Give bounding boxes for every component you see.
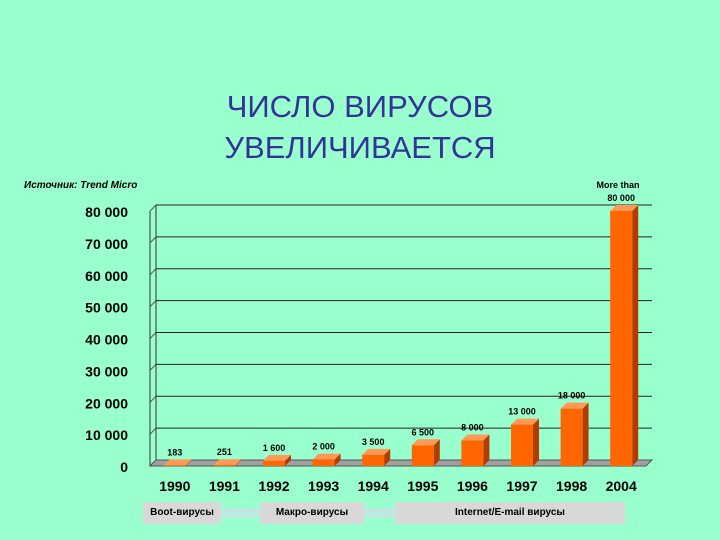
bar-top	[213, 459, 242, 466]
gridline-depth	[149, 332, 157, 339]
x-tick-label: 1997	[506, 478, 537, 494]
y-tick-label: 80 000	[85, 204, 128, 220]
bar	[312, 459, 335, 466]
bar	[163, 465, 186, 466]
bar-top	[263, 454, 291, 461]
y-tick-label: 60 000	[85, 268, 128, 284]
x-tick-label: 1998	[556, 478, 587, 494]
x-tick-label: 1996	[457, 478, 488, 494]
y-tick-label: 70 000	[85, 236, 128, 252]
bar-side	[632, 205, 639, 466]
gridline-depth	[149, 236, 157, 244]
data-label: 1 600	[263, 443, 286, 453]
x-tick-label: 1994	[358, 478, 389, 494]
bar-top	[312, 453, 341, 460]
gridline-depth	[149, 364, 157, 371]
bar	[461, 440, 484, 466]
x-tick-label: 1991	[209, 478, 240, 494]
bar-top	[610, 205, 639, 211]
gridline-depth	[149, 395, 157, 403]
bar-side	[433, 439, 440, 466]
data-label: 183	[167, 447, 182, 457]
title-line-2: УВЕЛИЧИВАЕТСЯ	[224, 130, 496, 165]
bar-side	[235, 459, 242, 466]
legend-internet: Internet/E-mail вирусы	[395, 502, 625, 524]
legend-macro: Макро-вирусы	[260, 502, 364, 524]
bar	[362, 454, 385, 466]
bar	[610, 211, 633, 466]
gridline-depth	[149, 300, 157, 307]
bar-top	[411, 439, 440, 446]
bar	[560, 408, 583, 466]
data-label: 8 000	[461, 423, 484, 433]
data-label: 18 000	[558, 391, 586, 401]
page-title: ЧИСЛО ВИРУСОВ УВЕЛИЧИВАЕТСЯ	[0, 86, 720, 168]
bar-top	[560, 402, 589, 409]
bar-side	[533, 418, 539, 466]
x-tick-label: 1992	[258, 478, 289, 494]
bar	[213, 465, 236, 466]
bar-top	[511, 418, 539, 425]
data-label: 13 000	[508, 407, 536, 417]
bar-side	[334, 453, 341, 466]
y-tick-label: 10 000	[85, 427, 128, 443]
bar-side	[285, 454, 291, 466]
data-label: 80 000	[607, 193, 635, 203]
bar-top	[461, 434, 490, 441]
bar-side	[582, 402, 589, 466]
x-tick-label: 1995	[407, 478, 438, 494]
more-than-note: More than	[596, 180, 640, 190]
bar	[411, 445, 434, 466]
bar	[511, 424, 533, 466]
legend-arrow-1	[220, 508, 260, 518]
legend-boot: Boot-вирусы	[143, 502, 221, 524]
y-tick-label: 30 000	[85, 363, 128, 379]
data-label: 3 500	[362, 437, 385, 447]
bar-side	[384, 448, 391, 466]
source-label: Источник: Trend Micro	[24, 180, 138, 191]
data-label: 6 500	[412, 427, 435, 437]
data-label: 2 000	[312, 442, 335, 452]
gridline-depth	[149, 427, 157, 435]
y-tick-label: 0	[120, 459, 128, 475]
y-tick-label: 50 000	[85, 300, 128, 316]
data-label: 251	[217, 447, 232, 457]
bar-side	[483, 434, 490, 466]
title-line-1: ЧИСЛО ВИРУСОВ	[226, 89, 494, 124]
x-tick-label: 1990	[159, 478, 190, 494]
bar-top	[362, 448, 391, 455]
gridline-depth	[149, 204, 157, 212]
x-tick-label: 1993	[308, 478, 339, 494]
x-tick-label: 2004	[606, 478, 637, 494]
bar-top	[163, 459, 192, 466]
gridline-depth	[149, 268, 157, 276]
y-tick-label: 40 000	[85, 332, 128, 348]
bar-side	[185, 459, 192, 466]
bar	[263, 460, 285, 466]
y-tick-label: 20 000	[85, 395, 128, 411]
legend-arrow-2	[364, 508, 396, 518]
